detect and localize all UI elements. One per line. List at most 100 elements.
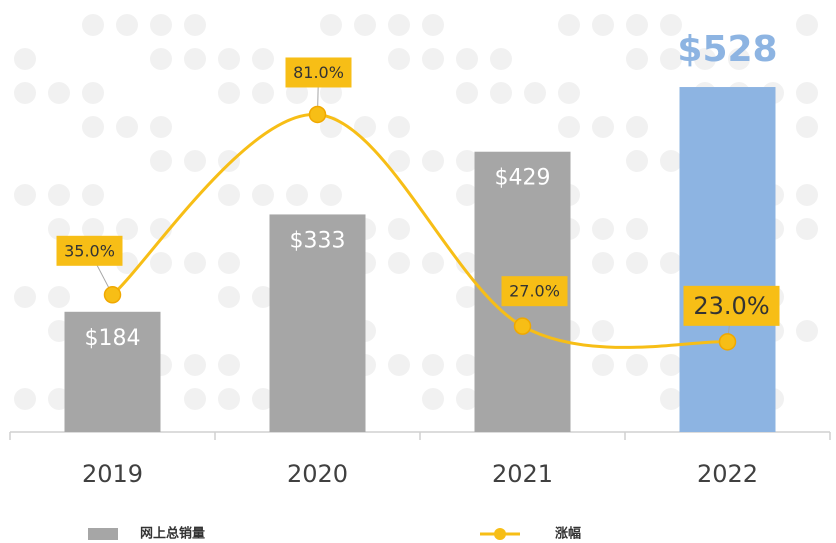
dot [456,82,478,104]
dot [388,150,410,172]
dot [660,388,682,410]
dot [422,14,444,36]
dot [796,320,818,342]
dot [388,14,410,36]
dot [388,116,410,138]
dot [456,286,478,308]
dot [14,388,36,410]
dot [48,218,70,240]
dot [626,252,648,274]
dot [150,252,172,274]
dot [456,184,478,206]
dot [660,252,682,274]
dot [252,82,274,104]
dot [490,48,512,70]
dot [252,388,274,410]
dot [626,218,648,240]
dot [626,150,648,172]
dot [116,14,138,36]
dot [82,14,104,36]
dot [592,116,614,138]
dot [252,48,274,70]
dot [728,48,750,70]
dot [82,184,104,206]
dot [218,150,240,172]
dot [218,252,240,274]
data-label: 23.0% [693,292,769,320]
line [111,112,728,349]
dot [660,14,682,36]
dot [422,48,444,70]
point [513,317,532,335]
data-label-box [285,57,352,88]
bar-value-label: $333 [290,228,346,253]
dot [150,48,172,70]
dot [150,14,172,36]
point [308,105,327,124]
dot [626,116,648,138]
dot [592,218,614,240]
dot [456,354,478,376]
dot [796,116,818,138]
dot [456,150,478,172]
dot [354,14,376,36]
legend-label: 涨幅 [554,526,581,542]
dot [558,116,580,138]
dot [252,286,274,308]
legend-swatch [88,528,118,540]
dot [626,14,648,36]
dot [592,14,614,36]
dot [592,354,614,376]
dot [422,388,444,410]
dot [694,48,716,70]
dot [14,82,36,104]
dot [218,184,240,206]
x-tick-label: 2021 [492,460,553,488]
dot [48,184,70,206]
dot [82,116,104,138]
x-tick-label: 2022 [697,460,758,488]
dot [558,14,580,36]
data-label-box [683,285,780,326]
point [718,333,737,351]
dot [14,286,36,308]
dot [116,116,138,138]
dot [150,150,172,172]
bar [64,311,161,432]
dot [660,354,682,376]
data-label-box [501,276,568,307]
dot [796,184,818,206]
data-label-box [56,235,123,266]
bar [679,87,776,432]
dot [218,388,240,410]
dot [592,320,614,342]
dot [422,252,444,274]
dot [388,354,410,376]
dot [796,82,818,104]
dot [796,14,818,36]
dot [490,82,512,104]
dot [184,14,206,36]
dot [660,48,682,70]
dot [184,252,206,274]
dot [218,354,240,376]
x-tick-label: 2020 [287,460,348,488]
data-label: 81.0% [293,63,344,82]
dot [388,48,410,70]
bar-value-label: $184 [85,326,141,351]
dot [184,388,206,410]
dot [456,48,478,70]
point [103,286,122,304]
data-label: 27.0% [509,282,560,301]
dot [320,82,342,104]
dot [48,82,70,104]
dot [82,82,104,104]
dot [388,252,410,274]
dot [796,218,818,240]
bar-value-label: $429 [495,166,551,191]
dot [592,252,614,274]
dot [320,184,342,206]
dot [184,354,206,376]
bar-value-label: $528 [677,29,777,70]
